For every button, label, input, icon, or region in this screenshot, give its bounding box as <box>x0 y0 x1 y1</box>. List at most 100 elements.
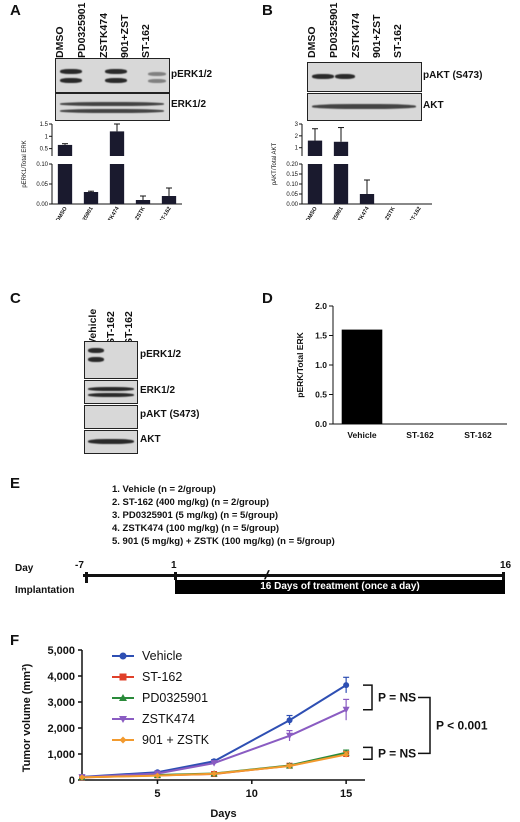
panel-f-label: F <box>10 632 20 649</box>
data-point <box>286 732 294 740</box>
blot-label: ERK1/2 <box>140 385 176 396</box>
y-tick-label: 0.5 <box>315 390 327 400</box>
data-point <box>210 760 218 767</box>
bar <box>109 131 125 156</box>
x-tick-label: 5 <box>154 788 160 800</box>
condition-item: 5. 901 (5 mg/kg) + ZSTK (100 mg/kg) (n =… <box>112 536 335 547</box>
condition-item: 2. ST-162 (400 mg/kg) (n = 2/group) <box>112 497 270 508</box>
condition-item: 1. Vehicle (n = 2/group) <box>112 484 216 495</box>
lane-label: ST-162 <box>392 24 404 58</box>
y-tick-label: 0.15 <box>286 172 298 178</box>
y-tick-label: 0.10 <box>286 182 298 188</box>
lane-label: Vehicle <box>87 308 99 345</box>
x-tick-label: 15 <box>340 788 352 800</box>
lane-label: PD0325901 <box>76 2 88 58</box>
y-tick-label: 0.00 <box>286 202 298 208</box>
bar <box>57 164 73 204</box>
data-point <box>154 772 161 779</box>
legend-label: ZSTK474 <box>142 712 195 726</box>
blot-label: pERK1/2 <box>140 349 182 360</box>
annotation-ns-upper: P = NS <box>378 690 416 704</box>
blot-label: pERK1/2 <box>171 69 213 80</box>
x-tick-label: DMSO <box>55 205 69 220</box>
x-tick-label: DMSO <box>305 205 319 220</box>
y-tick-label: 1,000 <box>47 749 75 761</box>
blot-perk-c <box>84 341 138 379</box>
annotation-ns-lower: P = NS <box>378 746 416 760</box>
bracket-ns-lower <box>363 746 373 761</box>
x-tick-label: ZSTK474 <box>104 205 121 220</box>
legend-marker <box>119 694 127 701</box>
chart-f: 0 1,000 2,000 3,000 4,000 5,000 5 10 15 Days Tumor… <box>21 645 488 820</box>
treatment-bar: 16 Days of treatment (once a day) <box>175 580 505 594</box>
legend-marker <box>119 673 127 681</box>
data-point <box>79 774 85 781</box>
bar <box>307 140 323 156</box>
x-tick-label: PD0325901 <box>325 206 345 220</box>
panel-a-label: A <box>10 2 21 19</box>
y-tick-label: 3,000 <box>47 697 75 709</box>
lane-label: 901+ZST <box>371 14 383 58</box>
timeline: Day -7 1 16 // Implantation 16 Days of t… <box>15 560 515 613</box>
legend-label: ST-162 <box>142 670 182 684</box>
x-tick-label: ZSTK474 <box>354 205 371 220</box>
x-tick-label: 901+ZSTK <box>378 206 397 220</box>
x-tick-label: Vehicle <box>347 430 377 440</box>
bar <box>161 196 177 204</box>
chart-a: 1.5 1 0.5 0.10 0.05 0.00 pERK1/Total ERK DMSO PD… <box>22 122 182 220</box>
lane-label: ZSTK474 <box>98 13 110 58</box>
lane-label: ST-162 <box>105 311 117 345</box>
panel-c-label: C <box>10 290 21 307</box>
y-tick-label: 1 <box>45 134 49 140</box>
y-tick-label: 0.5 <box>40 147 49 153</box>
y-axis-label: pERK1/Total ERK <box>22 140 28 187</box>
x-tick-label: ST-162 <box>159 206 173 220</box>
data-point <box>286 717 293 724</box>
lane-label: 901+ZST <box>119 14 131 58</box>
y-tick-label: 5,000 <box>47 645 75 657</box>
bar <box>135 200 151 204</box>
lane-label: DMSO <box>306 26 318 59</box>
legend-label: Vehicle <box>142 649 182 663</box>
bar <box>341 329 383 424</box>
blot-label: AKT <box>140 434 161 445</box>
chart-d: 0.0 0.5 1.0 1.5 2.0 pERK/Total ERK Vehicle ST-1… <box>295 301 507 440</box>
y-tick-label: 0.05 <box>286 192 298 198</box>
blot-akt-c <box>84 430 138 454</box>
blot-label: pAKT (S473) <box>140 409 200 420</box>
day-label: Day <box>15 563 34 574</box>
y-tick-label: 3 <box>295 122 299 128</box>
data-point <box>343 682 350 689</box>
y-tick-label: 1.0 <box>315 360 327 370</box>
panel-b-label: B <box>262 2 273 19</box>
blot-pakt-c <box>84 405 138 429</box>
bar <box>333 164 349 204</box>
panel-d-label: D <box>262 290 273 307</box>
implantation-label: Implantation <box>15 585 75 596</box>
y-tick-label: 0.20 <box>286 162 298 168</box>
data-point <box>211 770 218 777</box>
day-end: 16 <box>500 560 512 571</box>
y-tick-label: 0.10 <box>36 162 48 168</box>
timeline-axis <box>83 574 505 577</box>
y-tick-label: 0.0 <box>315 419 327 429</box>
x-tick-label: ST-162 <box>409 206 423 220</box>
y-tick-label: 0.00 <box>36 202 48 208</box>
day-one: 1 <box>171 560 177 571</box>
timeline-tick <box>174 572 177 580</box>
annotation-sig: P < 0.001 <box>436 718 488 732</box>
x-tick-label: ST-162 <box>406 430 434 440</box>
bar <box>109 164 125 204</box>
blot-perk-a <box>55 58 170 93</box>
lane-label: ST-162 <box>123 311 135 345</box>
data-point <box>342 706 350 714</box>
data-point <box>286 762 293 769</box>
y-axis-label: Tumor volume (mm³) <box>21 663 33 772</box>
legend-marker <box>119 736 127 744</box>
blot-erk-a <box>55 93 170 121</box>
legend-label: 901 + ZSTK <box>142 733 210 747</box>
panel-e-label: E <box>10 475 21 492</box>
y-tick-label: 2,000 <box>47 723 75 735</box>
y-tick-label: 2 <box>295 134 299 140</box>
lane-label: DMSO <box>54 26 66 59</box>
